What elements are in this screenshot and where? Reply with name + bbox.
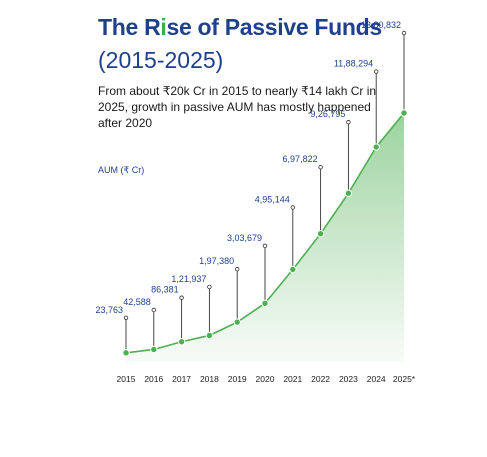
data-label: 1,21,937	[171, 274, 206, 284]
x-tick-label: 2022	[311, 374, 330, 384]
title-accent-letter: i	[160, 14, 167, 40]
data-label: 13,80,832	[361, 20, 401, 30]
x-tick-label: 2021	[283, 374, 302, 384]
chart-description: From about ₹20k Cr in 2015 to nearly ₹14…	[98, 84, 377, 130]
data-point	[372, 143, 380, 151]
data-point	[400, 109, 408, 117]
x-tick-label: 2018	[200, 374, 219, 384]
data-point	[344, 189, 353, 197]
data-point	[177, 338, 186, 346]
title-part-1: The R	[98, 14, 161, 40]
data-label: 23,763	[95, 305, 123, 315]
leader-anchor	[374, 69, 379, 74]
title-part-2: se of Passive Funds	[166, 14, 382, 40]
leader-anchor	[179, 295, 184, 300]
leader-anchor	[346, 120, 351, 125]
data-label: 4,95,144	[255, 195, 290, 205]
x-tick-label: 2015	[117, 374, 136, 384]
data-point	[261, 299, 269, 308]
data-point	[205, 331, 214, 340]
leader-anchor	[318, 164, 323, 170]
data-point	[233, 318, 241, 326]
y-axis-label: AUM (₹ Cr)	[98, 165, 145, 175]
leader-anchor	[262, 243, 268, 249]
data-point	[122, 349, 130, 357]
data-label: 3,03,679	[227, 233, 262, 243]
leader-anchor	[123, 315, 129, 321]
area-fill	[126, 113, 404, 362]
data-label: 1,97,380	[199, 256, 234, 266]
leader-anchor	[401, 30, 407, 36]
data-label: 11,88,294	[334, 59, 373, 69]
data-label: 9,26,795	[310, 109, 345, 119]
x-tick-label: 2017	[172, 374, 191, 384]
chart-subtitle: (2015-2025)	[98, 47, 224, 73]
leader-anchor	[207, 284, 212, 290]
leader-anchor	[151, 307, 156, 313]
x-tick-label: 2024	[367, 374, 386, 384]
data-point	[316, 229, 325, 238]
data-point	[150, 345, 158, 354]
chart-title: The Rise of Passive Funds	[98, 14, 382, 41]
data-point	[289, 265, 297, 274]
data-label: 86,381	[151, 285, 179, 295]
x-tick-label: 2016	[144, 374, 163, 384]
x-tick-label: 2023	[339, 374, 358, 384]
x-tick-label: 2025*	[393, 374, 416, 384]
x-tick-label: 2019	[228, 374, 247, 384]
leader-anchor	[290, 205, 295, 210]
x-tick-label: 2020	[256, 374, 275, 384]
data-label: 42,588	[123, 297, 151, 307]
leader-anchor	[234, 266, 240, 272]
data-label: 6,97,822	[283, 154, 318, 164]
